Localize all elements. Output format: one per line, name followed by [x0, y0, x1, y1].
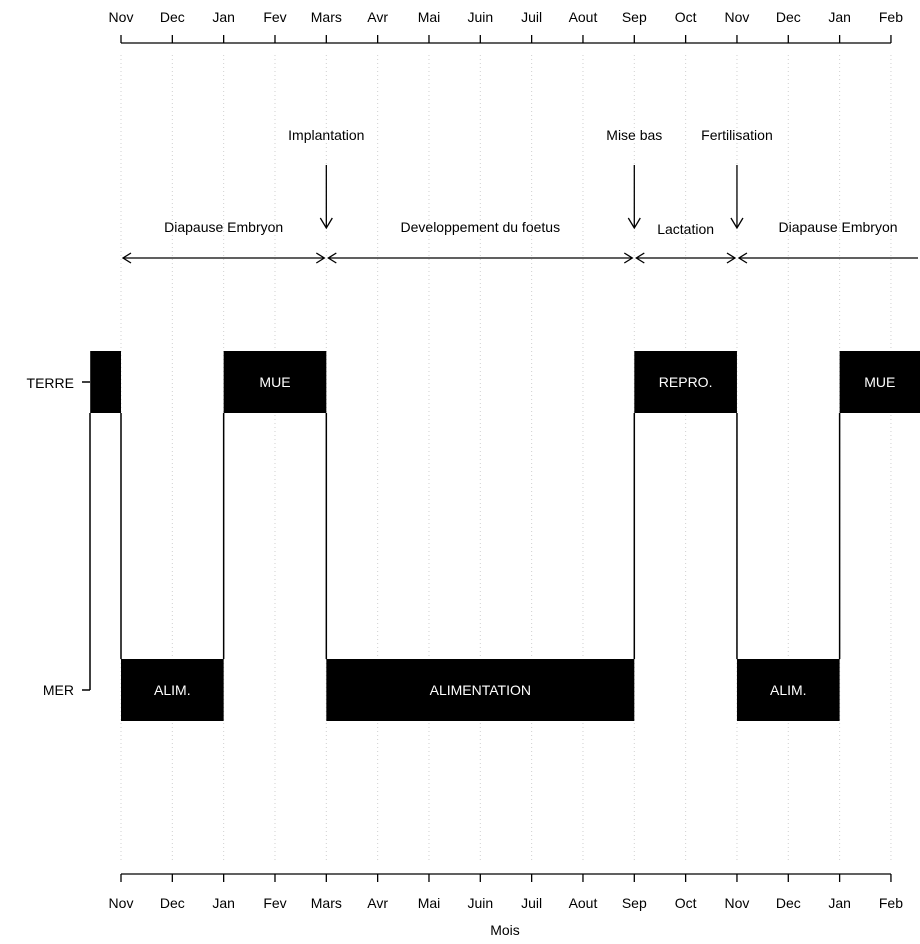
month-tick-label: Sep — [622, 895, 647, 911]
activity-label: REPRO. — [659, 374, 713, 390]
month-tick-label: Dec — [160, 9, 185, 25]
month-tick-label: Oct — [675, 895, 697, 911]
phase-label: Diapause Embryon — [778, 219, 897, 235]
phase-arrow-head-right — [315, 252, 326, 264]
event-label: Mise bas — [606, 127, 662, 143]
month-tick-label: Nov — [725, 895, 750, 911]
activity-block — [223, 351, 327, 413]
month-tick-label: Mai — [418, 9, 441, 25]
activity-label: ALIM. — [770, 682, 807, 698]
phase-label: Developpement du foetus — [401, 219, 561, 235]
month-tick-label: Aout — [569, 895, 598, 911]
activity-block — [90, 351, 121, 413]
phase-arrow-head-left — [327, 252, 337, 264]
grid-lines — [120, 55, 892, 862]
level-axis: TERRE MER — [27, 375, 74, 698]
month-tick-label: Mars — [311, 895, 342, 911]
activity-block — [736, 659, 840, 721]
month-tick-label: Feb — [879, 895, 903, 911]
bottom-month-axis: Nov Dec Jan Fev Mars Avr Mai Juin Juil Aout Sep Oct… — [109, 873, 903, 911]
month-tick-label: Nov — [109, 9, 134, 25]
month-tick-label: Fev — [263, 895, 286, 911]
phase-arrow-head-right — [623, 252, 634, 264]
event-markers: Implantation Mise bas Fertilisation — [288, 127, 773, 230]
month-tick-label: Avr — [367, 895, 388, 911]
activity-label: ALIM. — [154, 682, 191, 698]
month-tick-label: Dec — [160, 895, 185, 911]
phase-arrow-head-left — [737, 252, 748, 264]
activity-block — [634, 351, 737, 413]
month-tick-label: Oct — [675, 9, 697, 25]
phase-arrow-head-right — [726, 252, 737, 264]
activity-blocks: ALIM. MUE ALIMENTATION REPRO. ALIM. MUE — [82, 351, 920, 721]
level-label-mer: MER — [43, 682, 74, 698]
month-tick-label: Sep — [622, 9, 647, 25]
month-tick-label: Dec — [776, 895, 801, 911]
activity-label: ALIMENTATION — [430, 682, 531, 698]
month-tick-label: Juil — [521, 9, 542, 25]
month-tick-label: Juin — [467, 895, 493, 911]
phase-label: Lactation — [657, 221, 714, 237]
month-tick-label: Dec — [776, 9, 801, 25]
month-tick-label: Nov — [725, 9, 750, 25]
month-tick-label: Jan — [212, 9, 235, 25]
month-tick-label: Aout — [569, 9, 598, 25]
event-arrow-head — [730, 217, 744, 230]
month-tick-label: Juil — [521, 895, 542, 911]
event-label: Fertilisation — [701, 127, 773, 143]
phase-arrow-head-left — [635, 252, 645, 264]
month-tick-label: Mai — [418, 895, 441, 911]
month-tick-label: Juin — [467, 9, 493, 25]
month-tick-label: Jan — [212, 895, 235, 911]
month-tick-label: Fev — [263, 9, 286, 25]
phase-arrow-head-left — [121, 252, 132, 264]
month-tick-label: Feb — [879, 9, 903, 25]
x-axis-label: Mois — [490, 922, 520, 938]
month-tick-label: Avr — [367, 9, 388, 25]
phase-arrows: Diapause Embryon Developpement du foetus L… — [121, 219, 918, 264]
activity-block — [121, 659, 224, 721]
month-tick-label: Nov — [109, 895, 134, 911]
event-label: Implantation — [288, 127, 364, 143]
top-month-axis: Nov Dec Jan Fev Mars Avr Mai Juin Juil Aout Sep Oct… — [109, 9, 903, 44]
activity-block — [326, 659, 635, 721]
activity-label: MUE — [864, 374, 895, 390]
month-tick-label: Mars — [311, 9, 342, 25]
event-arrow-head — [319, 217, 333, 230]
activity-block — [839, 351, 920, 413]
event-arrow-head — [627, 217, 641, 230]
month-tick-label: Jan — [828, 9, 851, 25]
phase-label: Diapause Embryon — [164, 219, 283, 235]
activity-label: MUE — [259, 374, 290, 390]
month-tick-label: Jan — [828, 895, 851, 911]
level-label-terre: TERRE — [27, 375, 74, 391]
